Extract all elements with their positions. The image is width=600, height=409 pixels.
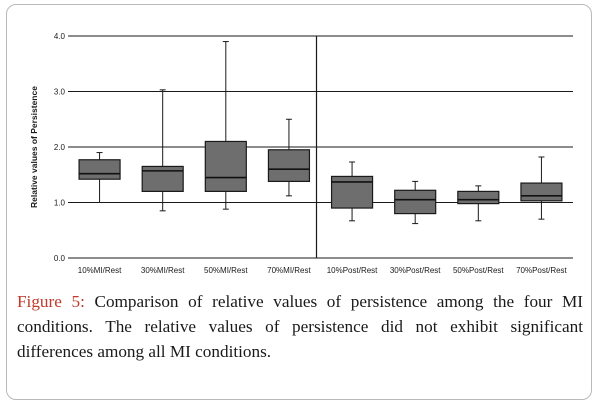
figure-caption-text: Comparison of relative values of persist…: [17, 292, 583, 361]
box-1: [78, 152, 121, 203]
box-iqr: [394, 189, 437, 215]
box-2: [141, 89, 184, 212]
box-plot-chart: 0.0 1.0 2.0 3.0 4.0 10%MI/Rest 30%MI/Rest 50%M…: [29, 32, 573, 275]
y-axis-ticks: 0.0 1.0 2.0 3.0 4.0: [54, 32, 66, 263]
y-axis-title: Relative values of Persistence: [29, 86, 39, 208]
box-iqr: [267, 149, 311, 183]
x-axis-labels: 10%MI/Rest 30%MI/Rest 50%MI/Rest 70%MI/Rest…: [78, 266, 568, 275]
x-tick-label: 50%MI/Rest: [204, 266, 248, 275]
y-tick-label: 1.0: [54, 199, 66, 208]
x-tick-label: 30%Post/Rest: [390, 266, 441, 275]
figure-label: Figure 5:: [17, 292, 85, 311]
box-8: [520, 156, 563, 220]
y-tick-label: 4.0: [54, 32, 66, 41]
box-4: [267, 118, 311, 197]
x-tick-label: 10%MI/Rest: [78, 266, 122, 275]
x-tick-label: 50%Post/Rest: [453, 266, 504, 275]
box-6: [394, 180, 437, 225]
box-series: [78, 41, 563, 225]
box-iqr: [520, 182, 563, 202]
y-tick-label: 2.0: [54, 143, 66, 152]
x-tick-label: 30%MI/Rest: [141, 266, 185, 275]
box-7: [457, 185, 500, 222]
figure-caption: Figure 5: Comparison of relative values …: [17, 289, 583, 364]
box-iqr: [78, 159, 121, 180]
x-tick-label: 70%MI/Rest: [267, 266, 311, 275]
box-5: [330, 161, 374, 222]
box-iqr: [204, 140, 247, 192]
box-iqr: [457, 190, 500, 205]
grid-lines: [68, 35, 573, 259]
x-tick-label: 70%Post/Rest: [516, 266, 567, 275]
y-tick-label: 0.0: [54, 254, 66, 263]
y-tick-label: 3.0: [54, 88, 66, 97]
box-3: [204, 41, 247, 210]
x-tick-label: 10%Post/Rest: [327, 266, 378, 275]
box-iqr: [330, 175, 374, 209]
